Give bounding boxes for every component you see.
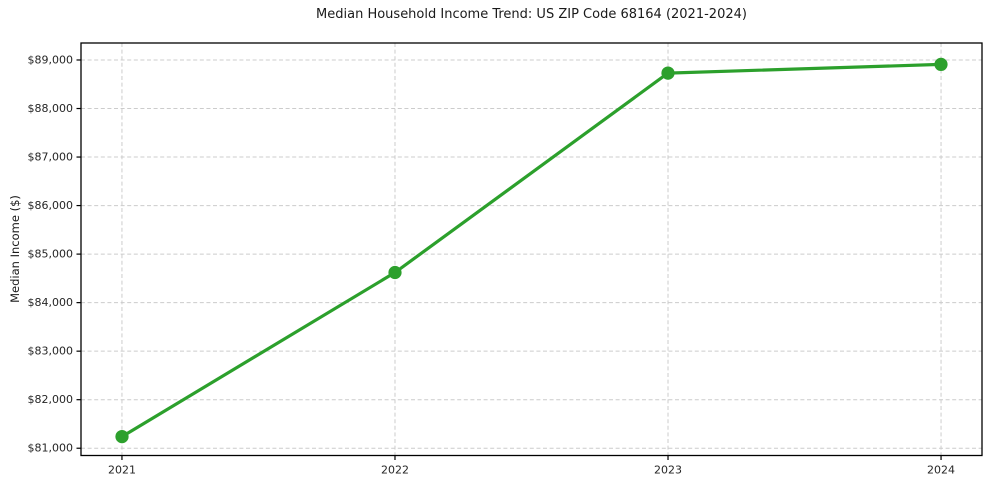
y-tick-label: $85,000: [28, 248, 74, 261]
data-point-marker: [934, 57, 948, 71]
y-tick-label: $88,000: [28, 102, 74, 115]
x-tick-label: 2022: [381, 464, 409, 477]
y-tick-label: $82,000: [28, 393, 74, 406]
y-tick-label: $83,000: [28, 345, 74, 358]
y-tick-label: $84,000: [28, 296, 74, 309]
data-point-marker: [661, 66, 675, 80]
data-point-marker: [388, 265, 402, 280]
x-tick-label: 2021: [108, 464, 136, 477]
data-point-marker: [115, 430, 129, 444]
y-tick-label: $87,000: [28, 151, 74, 164]
y-tick-label: $89,000: [28, 53, 74, 66]
y-tick-label: $86,000: [28, 199, 74, 212]
x-tick-label: 2023: [654, 464, 682, 477]
x-tick-label: 2024: [927, 464, 955, 477]
plot-border: [80, 42, 983, 457]
trend-line: [120, 62, 943, 439]
y-tick-label: $81,000: [28, 442, 74, 455]
chart-title: Median Household Income Trend: US ZIP Co…: [316, 7, 747, 22]
